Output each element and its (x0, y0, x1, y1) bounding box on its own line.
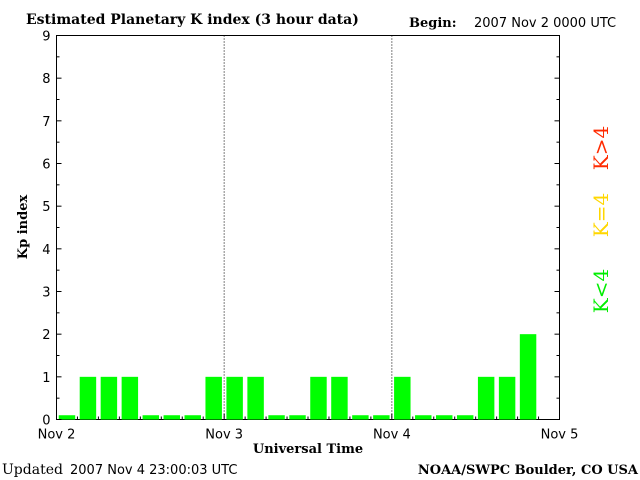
legend-k-below-4: K<4 (589, 269, 613, 313)
bars-group (58, 334, 537, 420)
y-axis-ticks: 0 1 2 3 4 5 6 7 8 9 (42, 30, 560, 429)
plot-frame (56, 35, 560, 420)
kp-bar (142, 415, 160, 420)
kp-bar (477, 376, 495, 420)
kp-bar (100, 376, 118, 420)
kp-bar (289, 415, 306, 420)
kp-bar (394, 376, 411, 420)
source-credit: NOAA/SWPC Boulder, CO USA (418, 463, 639, 478)
y-tick-label: 3 (42, 286, 50, 301)
kp-bar (436, 415, 453, 420)
y-axis-title: Kp index (16, 195, 31, 260)
y-tick-label: 6 (42, 158, 50, 173)
y-tick-label: 0 (42, 414, 50, 429)
legend-k-equal-4: K=4 (589, 193, 613, 237)
y-tick-label: 1 (42, 371, 50, 386)
x-axis-ticks: Nov 2 Nov 3 Nov 4 Nov 5 (38, 413, 579, 443)
kp-bar (373, 415, 390, 420)
kp-bar (519, 334, 537, 420)
kp-bar (121, 376, 139, 420)
kp-bar (352, 415, 369, 420)
kp-bar (205, 376, 222, 420)
begin-label: Begin: (409, 16, 457, 31)
x-tick-label: Nov 4 (373, 428, 411, 443)
chart-title: Estimated Planetary K index (3 hour data… (26, 12, 359, 28)
y-tick-label: 8 (42, 72, 50, 87)
y-tick-label: 2 (42, 328, 50, 343)
kp-bar (456, 415, 474, 420)
y-tick-label: 7 (42, 115, 50, 130)
x-tick-label: Nov 5 (541, 428, 579, 443)
kp-bar (247, 376, 264, 420)
kp-bar (226, 376, 243, 420)
y-tick-label: 4 (42, 243, 50, 258)
kp-bar (498, 376, 516, 420)
kp-bar (331, 376, 348, 420)
x-axis-title: Universal Time (253, 442, 363, 457)
day-dividers (223, 35, 393, 420)
kp-bar (184, 415, 201, 420)
kp-bar (415, 415, 432, 420)
y-tick-label: 9 (42, 30, 50, 45)
legend-k-above-4: K>4 (589, 126, 613, 170)
x-tick-label: Nov 3 (205, 428, 243, 443)
kp-bar (268, 415, 285, 420)
kp-bar (163, 415, 180, 420)
kp-bar (79, 376, 97, 420)
updated-value: 2007 Nov 4 23:00:03 UTC (70, 463, 237, 478)
x-tick-label: Nov 2 (38, 428, 76, 443)
updated-label: Updated (2, 462, 63, 478)
kp-bar (310, 376, 327, 420)
kp-bar (58, 415, 76, 420)
begin-value: 2007 Nov 2 0000 UTC (474, 16, 616, 31)
y-tick-label: 5 (42, 200, 50, 215)
